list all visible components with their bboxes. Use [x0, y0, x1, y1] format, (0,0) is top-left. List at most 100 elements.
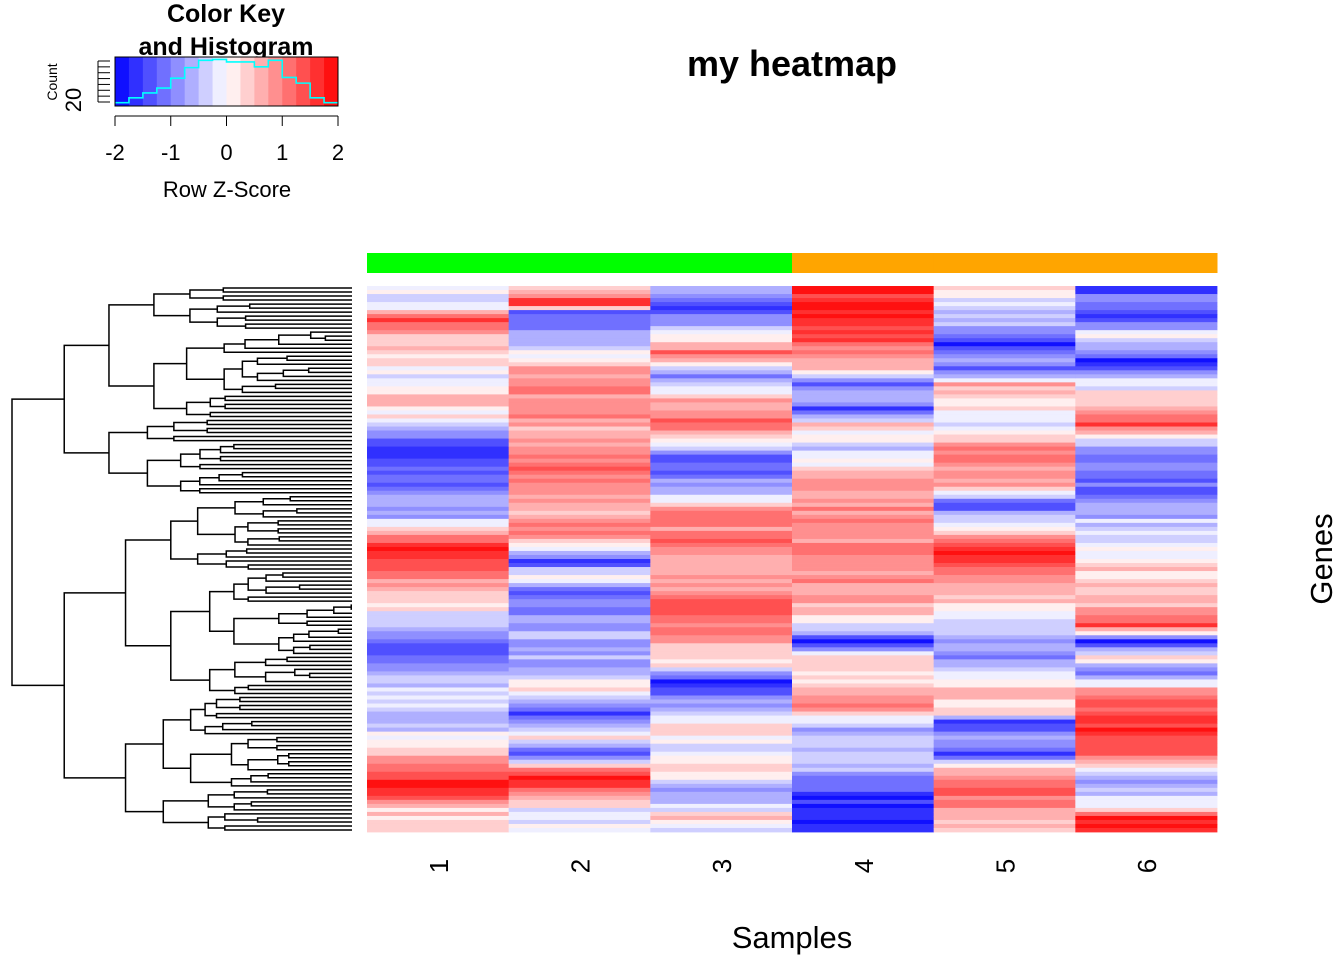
heatmap-cell: [367, 755, 510, 761]
heatmap-cell: [367, 663, 510, 668]
heatmap-cell: [367, 571, 510, 576]
heatmap-cell: [933, 651, 1076, 656]
heatmap-cell: [792, 571, 935, 576]
heatmap-cell: [1075, 571, 1218, 576]
heatmap-cell: [792, 775, 935, 781]
heatmap-cell: [508, 727, 651, 733]
heatmap-cell: [367, 550, 510, 556]
heatmap-cell: [1075, 755, 1218, 761]
dendrogram-branch: [262, 498, 352, 506]
column-label: 6: [1132, 859, 1162, 873]
heatmap-cell: [650, 478, 793, 484]
heatmap-cell: [508, 354, 651, 359]
heatmap-cell: [792, 446, 935, 452]
heatmap-cell: [508, 819, 651, 825]
color-key-x-tick-label: -2: [105, 140, 125, 165]
dendrogram-branch: [241, 385, 352, 394]
dendrogram-branch: [278, 536, 352, 542]
heatmap-cell: [650, 350, 793, 355]
heatmap-cell: [1075, 378, 1218, 383]
heatmap-cell: [367, 615, 510, 620]
heatmap-cell: [367, 719, 510, 725]
color-key-ylabel: Count: [44, 63, 60, 100]
heatmap-cell: [367, 338, 510, 343]
heatmap-cell: [650, 563, 793, 568]
heatmap-cell: [508, 815, 651, 821]
heatmap-cell: [1075, 699, 1218, 704]
dendrogram-branch: [282, 572, 352, 578]
heatmap-cell: [1075, 498, 1218, 504]
heatmap-cell: [792, 322, 935, 327]
heatmap-cell: [650, 458, 793, 464]
heatmap-cell: [1075, 478, 1218, 484]
heatmap-cell: [792, 362, 935, 367]
heatmap-cell: [792, 599, 935, 604]
heatmap-cell: [367, 655, 510, 660]
heatmap-cell: [1075, 358, 1218, 363]
heatmap-cell: [508, 466, 651, 472]
heatmap-cell: [508, 579, 651, 584]
column-side-color: [1075, 253, 1218, 273]
heatmap-cell: [508, 458, 651, 464]
heatmap-cell: [650, 823, 793, 829]
heatmap-cell: [508, 619, 651, 624]
color-key-bin: [240, 57, 255, 106]
dendrogram-branch: [247, 596, 352, 602]
heatmap-cell: [508, 374, 651, 379]
dendrogram-branch: [218, 473, 352, 482]
heatmap-cell: [650, 655, 793, 660]
heatmap-cell: [792, 542, 935, 548]
column-label: 1: [424, 859, 454, 873]
heatmap-cell: [1075, 390, 1218, 395]
dendrogram-branch: [350, 604, 352, 610]
heatmap-cell: [650, 579, 793, 584]
dendrogram-branch: [286, 656, 352, 663]
heatmap-cell: [1075, 575, 1218, 580]
heatmap-cell: [508, 514, 651, 520]
heatmap-cell: [933, 699, 1076, 704]
heatmap-cell: [650, 406, 793, 411]
heatmap-cell: [650, 330, 793, 335]
heatmap-cell: [933, 811, 1076, 817]
heatmap-cell: [1075, 466, 1218, 472]
color-key-x-tick-label: 0: [220, 140, 232, 165]
heatmap-cell: [933, 675, 1076, 680]
heatmap-cell: [1075, 354, 1218, 359]
dendrogram-branch: [216, 305, 352, 313]
heatmap-cell: [1075, 607, 1218, 612]
heatmap-cell: [1075, 362, 1218, 367]
dendrogram-branch: [207, 816, 225, 829]
heatmap-cell: [792, 795, 935, 801]
heatmap-cell: [1075, 290, 1218, 295]
heatmap-cell: [367, 703, 510, 708]
dendrogram-branch: [250, 775, 352, 783]
dendrogram-branch: [233, 791, 352, 799]
color-key-x-tick-label: 1: [276, 140, 288, 165]
heatmap-cell: [508, 791, 651, 797]
heatmap-cell: [792, 591, 935, 596]
heatmap-cell: [1075, 314, 1218, 319]
heatmap-cell: [792, 667, 935, 672]
dendrogram-branch: [170, 520, 198, 560]
heatmap-cell: [650, 683, 793, 688]
heatmap-cell: [933, 691, 1076, 696]
heatmap-cell: [508, 643, 651, 648]
heatmap-cell: [1075, 739, 1218, 745]
dendrogram-branch: [234, 501, 264, 515]
heatmap-cell: [367, 735, 510, 741]
heatmap-cell: [792, 703, 935, 708]
heatmap-cell: [933, 390, 1076, 395]
heatmap-cell: [508, 763, 651, 769]
heatmap-cell: [650, 651, 793, 656]
heatmap-cell: [933, 679, 1076, 684]
heatmap-cell: [933, 571, 1076, 576]
dendrogram-branch: [206, 427, 352, 434]
heatmap-cell: [933, 542, 1076, 548]
heatmap-cell: [650, 322, 793, 327]
x-axis-label: Samples: [732, 920, 853, 955]
heatmap-cell: [650, 542, 793, 548]
heatmap-cell: [367, 823, 510, 829]
heatmap-cell: [792, 719, 935, 725]
heatmap-cell: [1075, 811, 1218, 817]
heatmap-cell: [650, 623, 793, 628]
